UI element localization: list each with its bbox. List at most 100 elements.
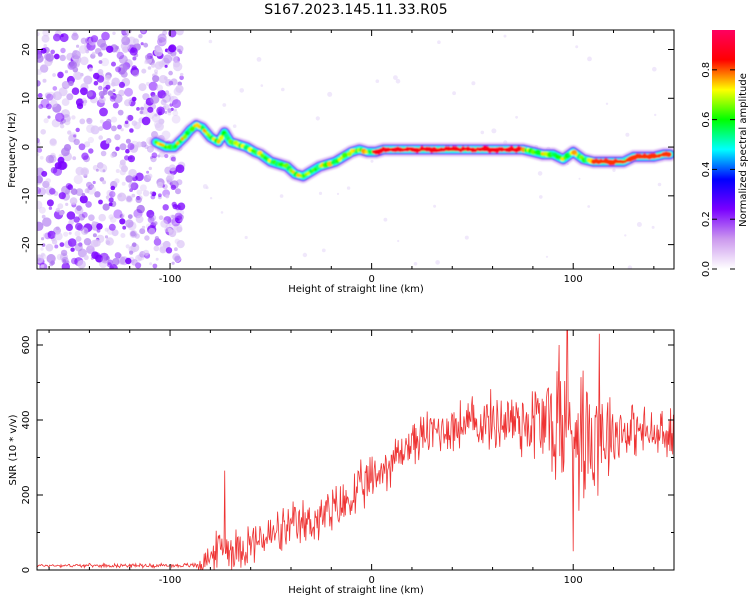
noise-blob xyxy=(151,152,158,159)
y-tick-label: -10 xyxy=(21,188,32,204)
figure-title: S167.2023.145.11.33.R05 xyxy=(264,2,447,18)
noise-blob xyxy=(125,138,131,144)
noise-blob xyxy=(98,60,103,64)
noise-blob xyxy=(154,72,158,75)
noise-blob xyxy=(175,164,185,173)
noise-blob xyxy=(94,191,101,198)
y-tick: 0 xyxy=(21,567,674,573)
noise-blob xyxy=(127,155,135,163)
noise-blob xyxy=(124,120,129,125)
noise-speck xyxy=(209,197,213,200)
noise-speck xyxy=(208,39,213,44)
noise-blob xyxy=(58,87,68,97)
noise-blob xyxy=(90,239,99,248)
noise-blob xyxy=(149,262,153,266)
noise-blob xyxy=(171,55,178,62)
colorbar-tick: 0.0 xyxy=(701,261,735,277)
noise-blob xyxy=(37,69,43,75)
noise-blob xyxy=(121,165,128,173)
x-tick-label: -100 xyxy=(159,274,182,285)
noise-blob xyxy=(147,106,154,113)
noise-blob xyxy=(119,214,124,219)
noise-blob xyxy=(149,191,154,195)
noise-blob xyxy=(73,134,77,138)
noise-blob xyxy=(111,61,116,67)
noise-blob xyxy=(140,42,144,46)
noise-blob xyxy=(66,117,71,122)
noise-blob xyxy=(57,71,64,79)
spectrogram-frame xyxy=(36,29,675,270)
noise-blob xyxy=(158,118,165,125)
noise-blob xyxy=(45,243,54,252)
noise-blob xyxy=(37,254,44,264)
noise-blob xyxy=(112,258,120,266)
noise-blob xyxy=(58,192,66,200)
noise-blob xyxy=(74,72,83,80)
noise-blob xyxy=(149,214,157,222)
noise-blob xyxy=(96,223,103,230)
noise-blob xyxy=(140,106,144,111)
ridge-dot xyxy=(204,131,209,136)
noise-blob xyxy=(102,203,110,211)
x-tick-label: 0 xyxy=(368,575,374,586)
noise-blob xyxy=(174,255,182,263)
noise-blob xyxy=(122,225,127,230)
noise-blob xyxy=(144,235,150,241)
noise-speck xyxy=(281,87,285,92)
noise-blob xyxy=(66,211,76,220)
noise-blob xyxy=(117,124,122,130)
noise-blob xyxy=(83,75,93,85)
noise-blob xyxy=(136,189,143,196)
y-tick: -10 xyxy=(21,188,674,204)
noise-speck xyxy=(222,103,227,107)
noise-blob xyxy=(142,190,150,197)
noise-blob xyxy=(46,91,56,101)
noise-blob xyxy=(113,94,123,104)
noise-speck xyxy=(625,132,630,137)
noise-blob xyxy=(148,227,156,236)
noise-blob xyxy=(176,240,185,249)
noise-blob xyxy=(165,247,173,254)
noise-blob xyxy=(38,206,46,214)
noise-blob xyxy=(37,147,43,153)
noise-blob xyxy=(106,118,112,125)
y-tick: 200 xyxy=(21,485,674,505)
noise-blob xyxy=(75,188,84,197)
noise-blob xyxy=(118,55,128,64)
ridge-dot xyxy=(207,133,211,137)
noise-blob xyxy=(173,108,177,112)
noise-blob xyxy=(124,87,133,97)
noise-blob xyxy=(132,56,137,61)
snr-series xyxy=(37,330,674,570)
ridge-dot xyxy=(530,149,537,155)
ridge-dot xyxy=(178,140,182,144)
noise-blob xyxy=(88,67,93,72)
noise-blob xyxy=(65,202,69,206)
noise-blob xyxy=(172,110,179,117)
noise-blob xyxy=(160,220,169,228)
noise-speck xyxy=(346,186,351,190)
noise-blob xyxy=(46,103,52,110)
noise-blob xyxy=(73,174,83,185)
colorbar: 0.0 0.2 0.4 0.6 0.8 Normalized spectral ampl… xyxy=(701,30,749,277)
noise-blob xyxy=(104,235,109,239)
y-tick-label: 600 xyxy=(21,335,32,354)
noise-blob xyxy=(88,214,95,221)
noise-blob xyxy=(153,245,160,252)
noise-blob xyxy=(176,226,183,233)
noise-blob xyxy=(79,118,86,125)
colorbar-label: Normalized spectral amplitude xyxy=(738,73,749,227)
noise-blob xyxy=(116,51,125,60)
noise-blob xyxy=(40,264,45,268)
noise-blob xyxy=(84,188,90,194)
noise-blob xyxy=(131,242,137,247)
noise-blob xyxy=(142,249,150,256)
noise-blob xyxy=(37,32,40,37)
noise-speck xyxy=(202,184,208,189)
noise-blob xyxy=(37,175,43,184)
ridge-dot xyxy=(189,126,196,132)
noise-blob xyxy=(53,53,60,60)
noise-blob xyxy=(63,231,69,237)
noise-blob xyxy=(76,44,80,48)
noise-blob xyxy=(40,129,46,135)
